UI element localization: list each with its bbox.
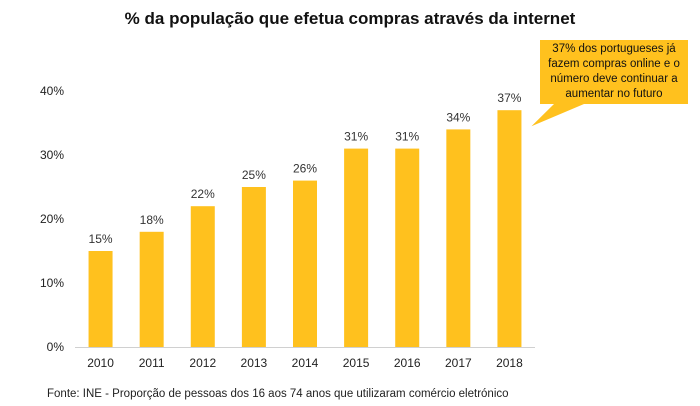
- y-tick-label: 40%: [40, 84, 64, 98]
- source-note: Fonte: INE - Proporção de pessoas dos 16…: [47, 388, 509, 400]
- y-tick-label: 20%: [40, 212, 64, 226]
- bar: [446, 129, 471, 347]
- data-label: 15%: [89, 232, 113, 246]
- bar: [497, 110, 522, 347]
- data-labels: 15% 18% 22% 25% 26% 31% 31% 34% 37%: [89, 91, 522, 246]
- y-tick-label: 30%: [40, 148, 64, 162]
- data-label: 26%: [293, 162, 317, 176]
- bar: [190, 206, 215, 347]
- data-label: 18%: [140, 213, 164, 227]
- x-tick-label: 2017: [445, 356, 472, 370]
- x-tick-label: 2018: [496, 356, 523, 370]
- x-tick-label: 2011: [139, 356, 165, 370]
- data-label: 31%: [395, 130, 419, 144]
- data-label: 31%: [344, 130, 368, 144]
- bar: [293, 180, 317, 347]
- x-tick-label: 2015: [343, 356, 370, 370]
- y-tick-label: 10%: [40, 276, 64, 290]
- data-label: 22%: [191, 187, 215, 201]
- bar: [395, 148, 420, 347]
- annotation-text: 37% dos portugueses já fazem compras onl…: [548, 43, 680, 100]
- chart-title: % da população que efetua compras atravé…: [125, 9, 576, 28]
- x-tick-label: 2014: [292, 356, 319, 370]
- x-tick-label: 2013: [241, 356, 268, 370]
- data-label: 37%: [497, 91, 521, 105]
- bar: [241, 187, 266, 347]
- x-tick-label: 2012: [189, 356, 216, 370]
- bar: [139, 231, 164, 347]
- annotation-callout: [531, 40, 688, 127]
- bar: [344, 148, 369, 347]
- data-label: 34%: [446, 110, 470, 124]
- x-tick-label: 2016: [394, 356, 421, 370]
- x-tick-label: 2010: [87, 356, 114, 370]
- bar: [88, 251, 113, 347]
- y-axis-ticks: 0% 10% 20% 30% 40%: [40, 84, 64, 354]
- x-axis-ticks: 2010 2011 2012 2013 2014 2015 2016 2017 2018: [87, 356, 523, 370]
- y-tick-label: 0%: [47, 340, 65, 354]
- bar-series: [88, 110, 522, 347]
- data-label: 25%: [242, 168, 266, 182]
